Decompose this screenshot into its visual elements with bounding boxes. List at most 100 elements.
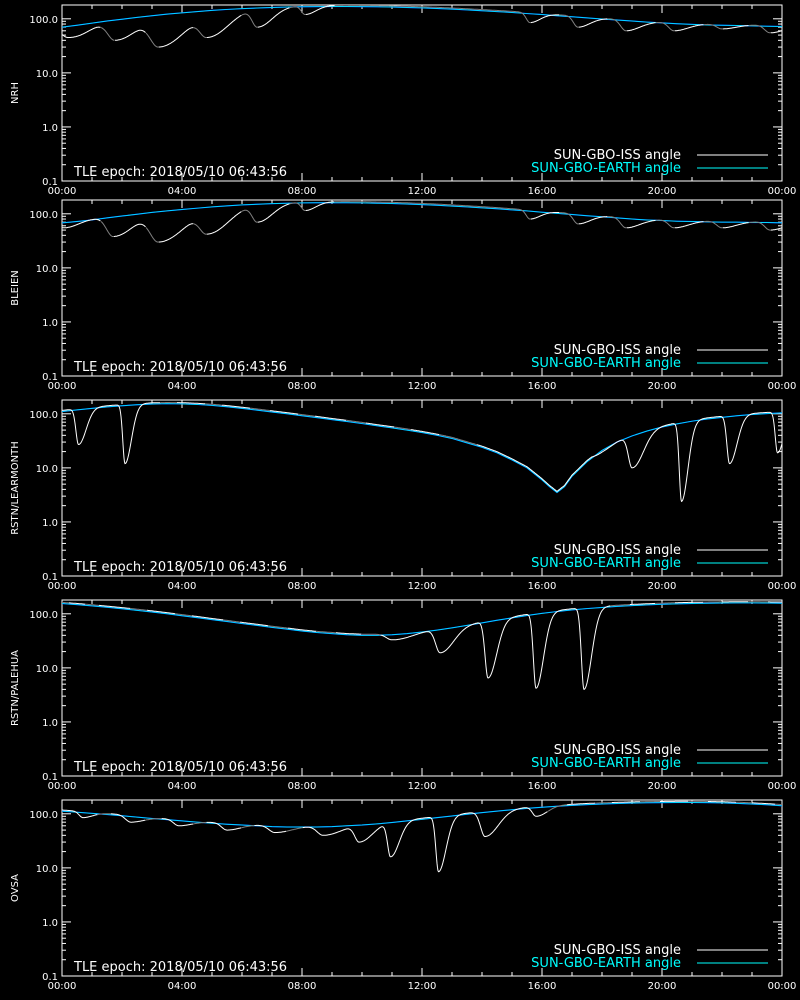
tle-epoch-annotation: TLE epoch: 2018/05/10 06:43:56 <box>73 165 287 180</box>
x-tick-label: 16:00 <box>528 981 557 992</box>
panel-1: 0.1 1.0 10.0 100.0 00:00 04:00 08:00 12:00 16:00… <box>10 4 797 197</box>
x-tick-label: 04:00 <box>168 981 197 992</box>
y-tick-label: 100.0 <box>29 15 58 26</box>
x-tick-label: 16:00 <box>528 381 557 392</box>
y-tick-label: 1.0 <box>42 318 58 329</box>
x-tick-label: 12:00 <box>408 781 437 792</box>
plot-area <box>62 5 782 48</box>
earth-angle-line <box>62 801 782 828</box>
x-tick-label: 00:00 <box>768 581 797 592</box>
iss-angle-line-shadow <box>161 402 477 445</box>
y-tick-label: 1.0 <box>42 123 58 134</box>
iss-angle-line-shadow <box>100 5 770 48</box>
plot-area <box>62 601 782 691</box>
iss-angle-line-shadow <box>62 601 767 636</box>
x-tick-label: 08:00 <box>288 581 317 592</box>
y-tick-label: 1.0 <box>42 918 58 929</box>
x-tick-label: 04:00 <box>168 581 197 592</box>
x-tick-label: 12:00 <box>408 981 437 992</box>
legend-label-iss: SUN-GBO-ISS angle <box>554 343 681 358</box>
plot-area <box>62 800 782 873</box>
y-tick-label: 1.0 <box>42 518 58 529</box>
x-tick-label: 04:00 <box>168 781 197 792</box>
y-axis-label: NRH <box>10 82 21 104</box>
earth-angle-line-below <box>62 403 782 494</box>
iss-angle-line <box>62 402 782 503</box>
x-tick-label: 16:00 <box>528 581 557 592</box>
earth-angle-line <box>62 602 782 636</box>
y-tick-label: 0.1 <box>42 972 58 983</box>
legend-label-earth: SUN-GBO-EARTH angle <box>531 356 681 371</box>
x-tick-label: 04:00 <box>168 186 197 197</box>
y-tick-label: 100.0 <box>29 610 58 621</box>
x-tick-label: 20:00 <box>648 581 677 592</box>
x-tick-label: 12:00 <box>408 186 437 197</box>
iss-angle-line <box>62 800 776 873</box>
iss-angle-line-shadow <box>97 800 782 832</box>
legend-label-iss: SUN-GBO-ISS angle <box>554 148 681 163</box>
panel-3: 0.1 1.0 10.0 100.0 00:00 04:00 08:00 12:00 16:00… <box>10 399 797 592</box>
x-tick-label: 16:00 <box>528 781 557 792</box>
x-tick-label: 04:00 <box>168 381 197 392</box>
panel-4: 0.1 1.0 10.0 100.0 00:00 04:00 08:00 12:00 16:00… <box>10 599 797 792</box>
y-tick-label: 10.0 <box>36 264 58 275</box>
legend-label-earth: SUN-GBO-EARTH angle <box>531 161 681 176</box>
legend-label-earth: SUN-GBO-EARTH angle <box>531 956 681 971</box>
y-axis-label: BLEIEN <box>10 270 21 306</box>
earth-angle-line <box>62 403 782 494</box>
x-tick-label: 00:00 <box>48 781 77 792</box>
x-tick-label: 08:00 <box>288 781 317 792</box>
legend-label-earth: SUN-GBO-EARTH angle <box>531 556 681 571</box>
x-tick-label: 00:00 <box>48 581 77 592</box>
legend-label-iss: SUN-GBO-ISS angle <box>554 943 681 958</box>
x-tick-label: 00:00 <box>768 981 797 992</box>
iss-angle-line-shadow <box>100 201 771 243</box>
y-tick-label: 0.1 <box>42 177 58 188</box>
x-tick-label: 16:00 <box>528 186 557 197</box>
y-tick-label: 1.0 <box>42 718 58 729</box>
plot-area <box>62 402 782 503</box>
legend-label-iss: SUN-GBO-ISS angle <box>554 743 681 758</box>
y-tick-label: 10.0 <box>36 69 58 80</box>
tle-epoch-annotation: TLE epoch: 2018/05/10 06:43:56 <box>73 960 287 975</box>
x-tick-label: 20:00 <box>648 781 677 792</box>
y-tick-label: 0.1 <box>42 772 58 783</box>
y-tick-label: 10.0 <box>36 664 58 675</box>
x-tick-label: 12:00 <box>408 381 437 392</box>
y-axis-label: RSTN/LEARMONTH <box>10 441 21 535</box>
y-tick-label: 100.0 <box>29 410 58 421</box>
x-tick-label: 00:00 <box>48 981 77 992</box>
y-tick-label: 10.0 <box>36 464 58 475</box>
y-tick-label: 0.1 <box>42 372 58 383</box>
x-tick-label: 00:00 <box>768 781 797 792</box>
x-tick-label: 00:00 <box>768 186 797 197</box>
plot-area <box>62 201 782 243</box>
iss-angle-line <box>62 201 782 243</box>
legend-label-iss: SUN-GBO-ISS angle <box>554 543 681 558</box>
tle-epoch-annotation: TLE epoch: 2018/05/10 06:43:56 <box>73 560 287 575</box>
x-tick-label: 00:00 <box>48 186 77 197</box>
panel-2: 0.1 1.0 10.0 100.0 00:00 04:00 08:00 12:00 16:00… <box>10 199 797 392</box>
tle-epoch-annotation: TLE epoch: 2018/05/10 06:43:56 <box>73 760 287 775</box>
y-tick-label: 100.0 <box>29 810 58 821</box>
x-tick-label: 08:00 <box>288 381 317 392</box>
y-tick-label: 10.0 <box>36 864 58 875</box>
legend-label-earth: SUN-GBO-EARTH angle <box>531 756 681 771</box>
y-tick-label: 0.1 <box>42 572 58 583</box>
iss-angle-line <box>62 5 782 48</box>
x-tick-label: 20:00 <box>648 186 677 197</box>
x-tick-label: 00:00 <box>768 381 797 392</box>
y-axis-label: RSTN/PALEHUA <box>10 650 21 726</box>
panel-5: 0.1 1.0 10.0 100.0 00:00 04:00 08:00 12:00 16:00… <box>10 799 797 992</box>
y-tick-label: 100.0 <box>29 210 58 221</box>
x-tick-label: 20:00 <box>648 381 677 392</box>
x-tick-label: 20:00 <box>648 981 677 992</box>
x-tick-label: 08:00 <box>288 186 317 197</box>
x-tick-label: 12:00 <box>408 581 437 592</box>
iss-angle-line <box>68 601 782 691</box>
y-axis-label: OVSA <box>10 874 21 902</box>
x-tick-label: 00:00 <box>48 381 77 392</box>
tle-epoch-annotation: TLE epoch: 2018/05/10 06:43:56 <box>73 360 287 375</box>
x-tick-label: 08:00 <box>288 981 317 992</box>
